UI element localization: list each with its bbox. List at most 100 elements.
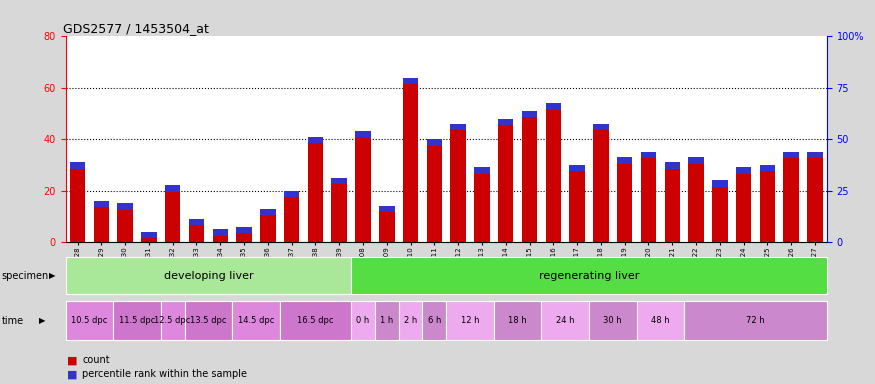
Bar — [402, 78, 418, 242]
Bar — [374, 301, 399, 340]
Bar — [493, 301, 542, 340]
Bar — [664, 162, 680, 242]
Bar — [355, 131, 371, 138]
Bar — [308, 137, 323, 242]
Text: regenerating liver: regenerating liver — [539, 270, 639, 281]
Text: 11.5 dpc: 11.5 dpc — [119, 316, 155, 325]
Bar — [165, 185, 180, 192]
Text: 48 h: 48 h — [651, 316, 669, 325]
Bar — [213, 229, 228, 242]
Bar — [70, 162, 85, 242]
Text: 16.5 dpc: 16.5 dpc — [298, 316, 333, 325]
Bar — [70, 162, 85, 169]
Bar — [570, 165, 584, 242]
Bar — [593, 124, 609, 242]
Bar — [542, 301, 589, 340]
Bar — [161, 301, 185, 340]
Text: 12 h: 12 h — [461, 316, 480, 325]
Bar — [546, 103, 561, 242]
Bar — [474, 167, 490, 174]
Bar — [640, 152, 656, 242]
Bar — [117, 204, 133, 210]
Bar — [213, 229, 228, 235]
Bar — [332, 178, 346, 242]
Bar — [689, 157, 704, 164]
Bar — [308, 137, 323, 143]
Bar — [66, 257, 351, 294]
Bar — [617, 157, 633, 164]
Bar — [427, 139, 442, 242]
Bar — [355, 131, 371, 242]
Bar — [451, 124, 466, 130]
Bar — [637, 301, 684, 340]
Text: count: count — [82, 355, 110, 365]
Text: 18 h: 18 h — [508, 316, 527, 325]
Text: 6 h: 6 h — [428, 316, 441, 325]
Bar — [783, 152, 799, 242]
Bar — [684, 301, 827, 340]
Bar — [236, 227, 252, 242]
Bar — [284, 190, 299, 197]
Text: 14.5 dpc: 14.5 dpc — [238, 316, 274, 325]
Bar — [760, 165, 775, 171]
Bar — [379, 206, 395, 212]
Text: ▶: ▶ — [38, 316, 45, 325]
Text: developing liver: developing liver — [164, 270, 253, 281]
Bar — [379, 206, 395, 242]
Bar — [427, 139, 442, 146]
Bar — [185, 301, 232, 340]
Bar — [117, 204, 133, 242]
Bar — [593, 124, 609, 130]
Text: specimen: specimen — [2, 270, 49, 281]
Bar — [522, 111, 537, 118]
Bar — [232, 301, 280, 340]
Bar — [94, 201, 109, 207]
Bar — [522, 111, 537, 242]
Bar — [664, 162, 680, 169]
Bar — [94, 201, 109, 242]
Text: time: time — [2, 316, 24, 326]
Bar — [260, 209, 276, 242]
Bar — [332, 178, 346, 184]
Bar — [589, 301, 637, 340]
Text: ▶: ▶ — [49, 271, 55, 280]
Bar — [760, 165, 775, 242]
Text: ■: ■ — [66, 369, 77, 379]
Bar — [451, 124, 466, 242]
Bar — [402, 78, 418, 84]
Bar — [113, 301, 161, 340]
Bar — [570, 165, 584, 171]
Bar — [712, 180, 727, 242]
Bar — [736, 167, 752, 174]
Bar — [399, 301, 423, 340]
Bar — [689, 157, 704, 242]
Bar — [446, 301, 493, 340]
Bar — [783, 152, 799, 159]
Bar — [236, 227, 252, 233]
Bar — [141, 232, 157, 238]
Bar — [474, 167, 490, 242]
Bar — [284, 190, 299, 242]
Bar — [280, 301, 351, 340]
Bar — [165, 185, 180, 242]
Text: 30 h: 30 h — [604, 316, 622, 325]
Text: GDS2577 / 1453504_at: GDS2577 / 1453504_at — [63, 22, 209, 35]
Text: ■: ■ — [66, 355, 77, 365]
Bar — [712, 180, 727, 187]
Text: percentile rank within the sample: percentile rank within the sample — [82, 369, 248, 379]
Bar — [808, 152, 822, 242]
Text: 1 h: 1 h — [380, 316, 394, 325]
Bar — [189, 219, 204, 225]
Bar — [498, 119, 514, 242]
Text: 13.5 dpc: 13.5 dpc — [190, 316, 227, 325]
Bar — [351, 301, 374, 340]
Text: 12.5 dpc: 12.5 dpc — [155, 316, 191, 325]
Text: 72 h: 72 h — [746, 316, 765, 325]
Bar — [736, 167, 752, 242]
Text: 2 h: 2 h — [404, 316, 417, 325]
Text: 0 h: 0 h — [356, 316, 369, 325]
Bar — [808, 152, 822, 159]
Bar — [189, 219, 204, 242]
Text: 10.5 dpc: 10.5 dpc — [71, 316, 108, 325]
Bar — [351, 257, 827, 294]
